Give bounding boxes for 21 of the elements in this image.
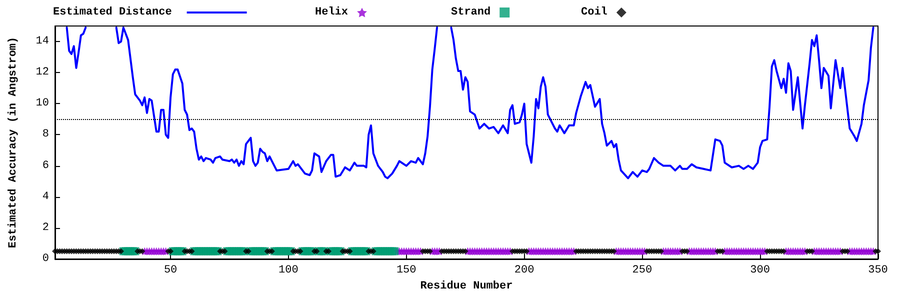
legend-label: Strand bbox=[450, 6, 491, 18]
y-tick-label: 0 bbox=[42, 253, 49, 265]
x-tick-label: 50 bbox=[164, 264, 178, 276]
x-tick-label: 150 bbox=[396, 264, 416, 276]
x-tick-label: 200 bbox=[514, 264, 534, 276]
y-tick-label: 12 bbox=[36, 66, 49, 79]
y-tick-label: 6 bbox=[42, 160, 49, 172]
x-tick-label: 100 bbox=[278, 264, 298, 276]
x-tick-label: 250 bbox=[632, 264, 652, 276]
y-tick-label: 8 bbox=[42, 128, 49, 141]
x-tick-label: 350 bbox=[868, 264, 888, 276]
x-axis-title: Residue Number bbox=[420, 280, 513, 292]
y-tick-label: 2 bbox=[42, 222, 49, 234]
legend-label: Coil bbox=[581, 6, 608, 18]
y-tick-label: 14 bbox=[36, 36, 50, 48]
y-tick-label: 4 bbox=[42, 190, 50, 203]
y-tick-label: 10 bbox=[36, 98, 49, 110]
legend-label: Helix bbox=[314, 6, 348, 18]
x-tick-label: 300 bbox=[750, 264, 770, 276]
y-axis-title: Estimated Accuracy (in Angstrom) bbox=[8, 36, 20, 248]
series-label: Estimated Distance bbox=[52, 6, 172, 18]
